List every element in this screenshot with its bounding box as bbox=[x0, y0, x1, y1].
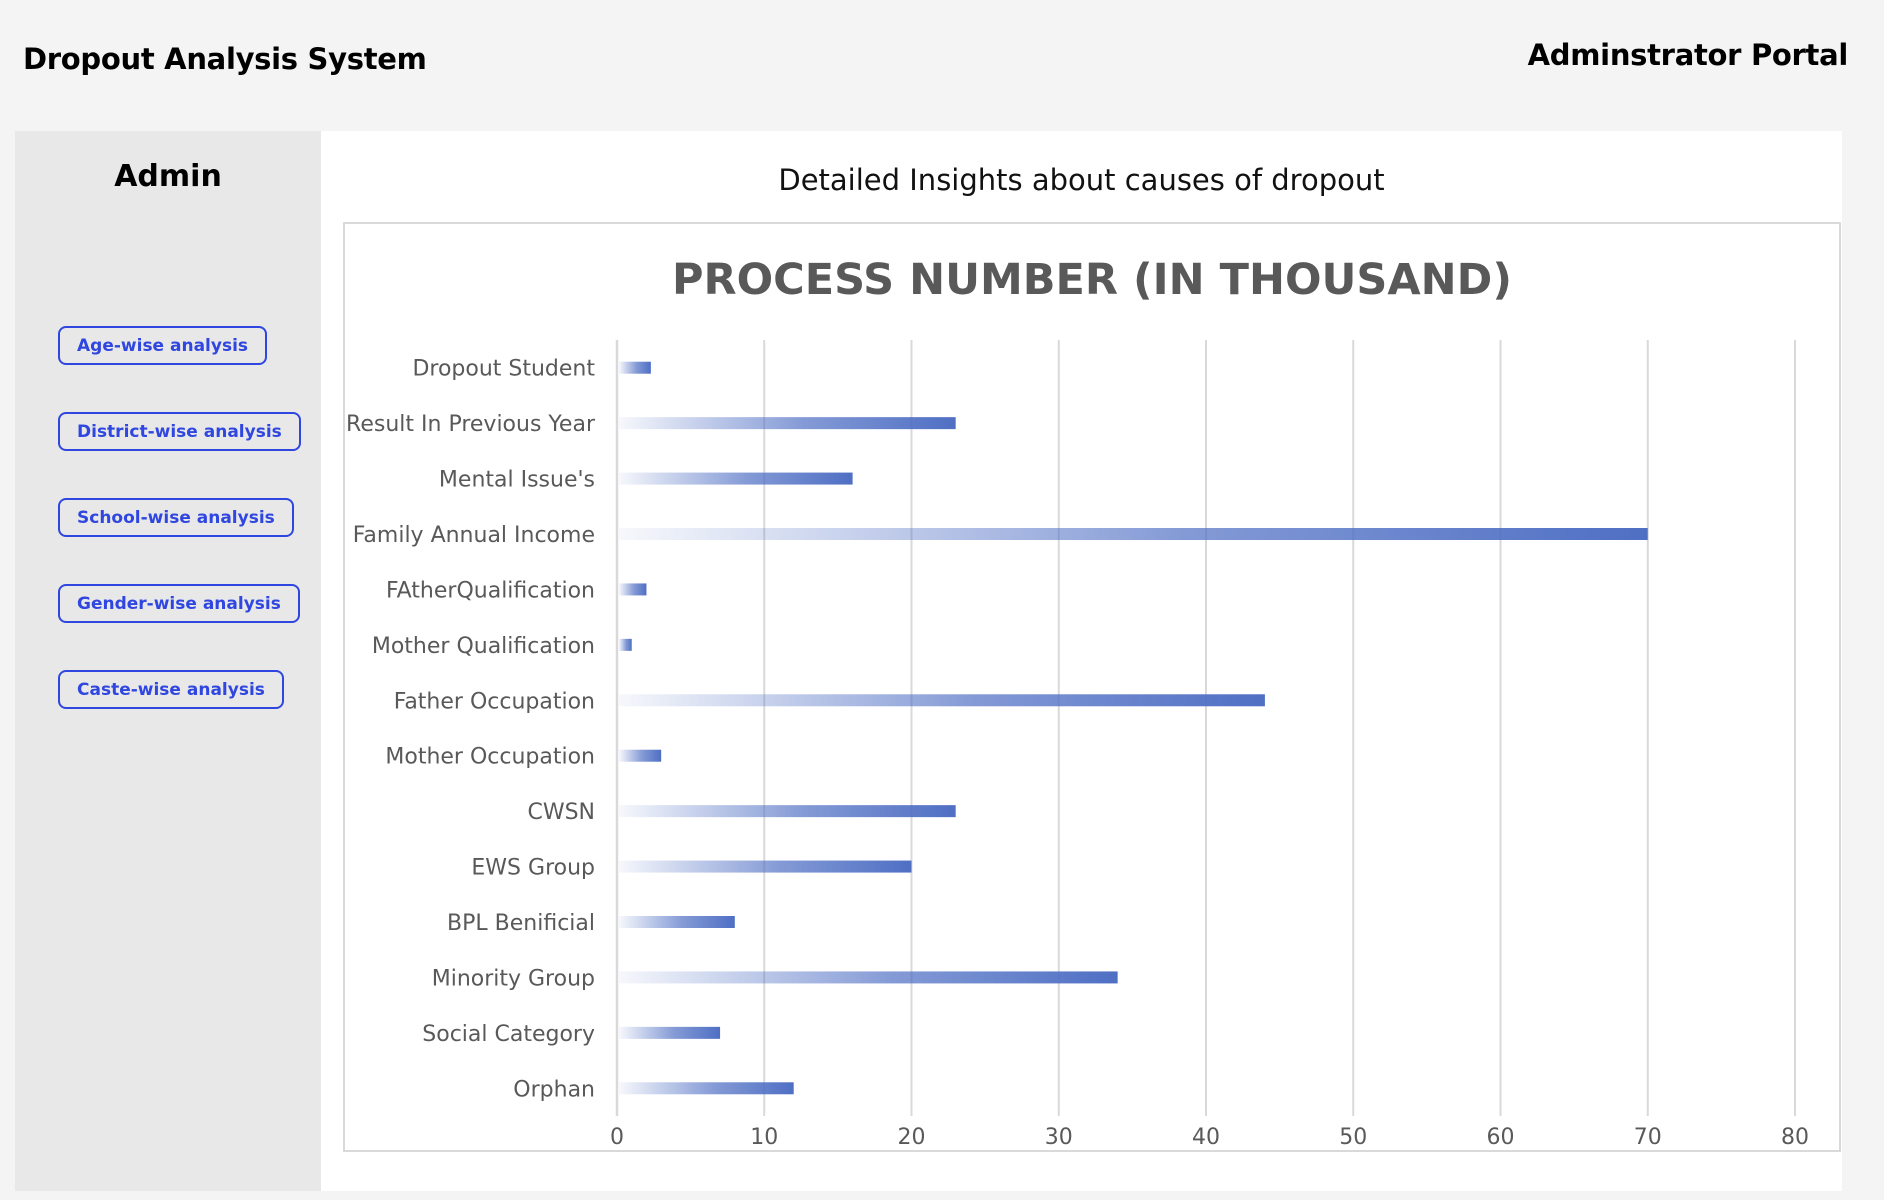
age-wise-analysis-button[interactable]: Age-wise analysis bbox=[58, 326, 268, 365]
x-tick-label: 60 bbox=[1487, 1125, 1515, 1150]
x-tick-label: 20 bbox=[898, 1125, 926, 1150]
category-label: Family Annual Income bbox=[353, 523, 595, 548]
bar bbox=[619, 583, 647, 596]
bar bbox=[619, 472, 853, 485]
category-label: BPL Benificial bbox=[447, 911, 595, 936]
x-tick-label: 10 bbox=[750, 1125, 778, 1150]
x-tick-label: 0 bbox=[610, 1125, 624, 1150]
x-tick-label: 30 bbox=[1045, 1125, 1073, 1150]
category-label: Mental Issue's bbox=[439, 468, 595, 493]
sidebar: Admin Age-wise analysis District-wise an… bbox=[15, 131, 321, 1191]
portal-title: Adminstrator Portal bbox=[1527, 38, 1849, 72]
category-label: CWSN bbox=[527, 800, 595, 825]
bar bbox=[619, 916, 735, 928]
main-panel: Detailed Insights about causes of dropou… bbox=[321, 131, 1842, 1191]
district-wise-analysis-button[interactable]: District-wise analysis bbox=[58, 412, 301, 451]
chart-title: PROCESS NUMBER (IN THOUSAND) bbox=[672, 255, 1512, 305]
main-heading: Detailed Insights about causes of dropou… bbox=[778, 163, 1385, 197]
bar bbox=[619, 694, 1265, 707]
bar bbox=[619, 417, 956, 430]
bar-chart: PROCESS NUMBER (IN THOUSAND) 0 10 20 30 40 50 6… bbox=[346, 255, 1809, 1150]
school-wise-analysis-button[interactable]: School-wise analysis bbox=[58, 498, 294, 537]
bar bbox=[619, 361, 651, 374]
category-label: Minority Group bbox=[432, 966, 595, 991]
category-label: Dropout Student bbox=[412, 357, 595, 382]
bar bbox=[619, 971, 1118, 984]
category-label: Social Category bbox=[422, 1022, 595, 1047]
x-tick-label: 50 bbox=[1339, 1125, 1367, 1150]
category-label: EWS Group bbox=[471, 856, 595, 881]
category-label: Result In Previous Year bbox=[346, 412, 596, 437]
bar bbox=[619, 1082, 794, 1095]
bar bbox=[619, 638, 632, 651]
bar bbox=[619, 860, 912, 873]
category-label: Father Occupation bbox=[394, 689, 595, 714]
sidebar-heading: Admin bbox=[114, 159, 222, 194]
category-label: Mother Occupation bbox=[385, 745, 595, 770]
caste-wise-analysis-button[interactable]: Caste-wise analysis bbox=[58, 670, 284, 709]
category-label: Mother Qualification bbox=[372, 634, 595, 659]
category-label: Orphan bbox=[513, 1077, 595, 1102]
bar bbox=[619, 528, 1648, 540]
bar bbox=[619, 749, 662, 762]
category-label: FAtherQualification bbox=[386, 578, 595, 603]
x-tick-label: 40 bbox=[1192, 1125, 1220, 1150]
gender-wise-analysis-button[interactable]: Gender-wise analysis bbox=[58, 584, 300, 623]
chart-frame: PROCESS NUMBER (IN THOUSAND) 0 10 20 30 40 50 6… bbox=[343, 222, 1841, 1152]
bar bbox=[619, 1026, 721, 1039]
x-tick-label: 70 bbox=[1634, 1125, 1662, 1150]
bar bbox=[619, 805, 956, 818]
app-title: Dropout Analysis System bbox=[23, 42, 427, 76]
x-tick-label: 80 bbox=[1781, 1125, 1809, 1150]
